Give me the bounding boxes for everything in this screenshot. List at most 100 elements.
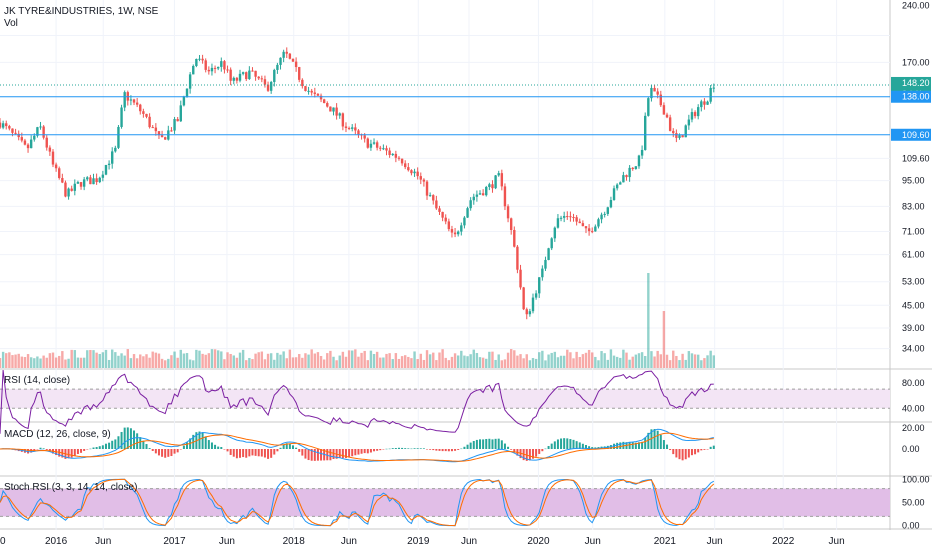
candle-body <box>587 228 591 232</box>
volume-bar <box>662 311 666 368</box>
volume-bar <box>438 352 441 368</box>
candle-body <box>525 309 528 315</box>
macd-histogram-bar <box>544 448 547 450</box>
volume-bar <box>531 357 535 368</box>
volume-bar <box>650 351 653 368</box>
volume-bar <box>204 354 207 368</box>
macd-histogram-bar <box>298 449 301 452</box>
candle-body <box>82 179 86 187</box>
candle-body <box>485 186 488 196</box>
price-axis[interactable]: 240.00 170.00 109.60 95.00 83.00 71.00 61.00 53… <box>891 0 931 531</box>
x-tick-label: 2016 <box>45 536 68 547</box>
candle-body <box>157 131 161 136</box>
volume-bar <box>182 353 186 368</box>
candle-body <box>341 113 345 127</box>
candle-body <box>160 135 164 138</box>
candle-body <box>282 51 285 58</box>
candle-body <box>693 112 697 117</box>
macd-histogram-bar <box>167 449 170 457</box>
candle-body <box>226 69 229 71</box>
time-axis[interactable]: 0 2016 Jun 2017 Jun 2018 Jun 2019 Jun 2020 Jun 2021… <box>0 536 845 547</box>
macd-pane[interactable] <box>0 427 715 463</box>
price-pane[interactable] <box>0 47 890 320</box>
volume-bar <box>170 355 173 368</box>
stoch-tick-label: 0.00 <box>902 521 920 531</box>
candle-body <box>235 77 239 81</box>
volume-bar <box>129 358 133 368</box>
candle-body <box>132 99 136 103</box>
candle-body <box>36 127 39 136</box>
volume-bar <box>79 357 83 368</box>
volume-bar <box>70 349 73 368</box>
stoch-rsi-pane[interactable] <box>0 478 890 527</box>
volume-bar <box>157 353 161 368</box>
macd-histogram-bar <box>273 449 276 455</box>
y-tick-label: 170.00 <box>902 57 930 67</box>
volume-bar <box>344 356 348 368</box>
candle-body <box>550 238 553 249</box>
volume-bar <box>634 354 638 368</box>
volume-bar <box>407 356 410 368</box>
volume-bar <box>351 350 354 368</box>
candle-body <box>344 126 348 128</box>
volume-bar <box>637 353 641 368</box>
volume-bar <box>653 356 656 368</box>
volume-bar <box>316 352 320 368</box>
candle-body <box>123 92 126 108</box>
candle-body <box>706 101 709 105</box>
volume-bar <box>603 353 606 368</box>
macd-histogram-bar <box>164 449 167 458</box>
macd-histogram-bar <box>438 449 441 451</box>
volume-bar <box>26 354 30 368</box>
volume-bar <box>201 353 204 368</box>
volume-bar <box>472 349 475 368</box>
macd-histogram-bar <box>260 449 263 457</box>
volume-bar <box>700 360 703 368</box>
volume-bar <box>89 349 92 368</box>
macd-histogram-bar <box>497 438 500 449</box>
volume-bar <box>413 351 416 368</box>
rsi-pane[interactable] <box>0 369 890 434</box>
candle-body <box>326 103 329 107</box>
candle-body <box>428 195 432 197</box>
volume-bar <box>101 352 105 368</box>
volume-bar <box>566 349 569 368</box>
macd-histogram-bar <box>295 447 298 449</box>
macd-histogram-bar <box>279 447 282 449</box>
macd-histogram-bar <box>441 449 444 452</box>
macd-histogram-bar <box>341 449 344 459</box>
volume-bar <box>416 359 419 368</box>
macd-histogram-bar <box>432 449 435 451</box>
macd-histogram-bar <box>466 444 469 449</box>
volume-bar <box>644 356 647 368</box>
volume-bar <box>273 359 276 368</box>
volume-bar <box>145 354 148 368</box>
candle-body <box>8 126 11 129</box>
macd-histogram-bar <box>388 448 391 450</box>
macd-histogram-bar <box>594 447 597 449</box>
candle-body <box>313 92 317 94</box>
candle-body <box>354 127 357 131</box>
macd-histogram-bar <box>182 445 185 449</box>
macd-histogram-bar <box>706 449 709 450</box>
macd-histogram-bar <box>89 448 92 450</box>
candle-body <box>425 181 429 196</box>
volume-bar <box>132 354 136 368</box>
candle-body <box>335 107 338 116</box>
volume-bar <box>463 355 466 368</box>
candle-body <box>388 150 391 155</box>
candle-body <box>712 87 715 89</box>
candle-body <box>581 223 585 227</box>
macd-histogram-bar <box>248 449 251 457</box>
volume-bar <box>360 352 363 368</box>
macd-histogram-bar <box>460 448 463 450</box>
candle-body <box>76 182 80 184</box>
macd-histogram-bar <box>419 448 422 449</box>
candle-body <box>634 166 638 169</box>
candle-body <box>154 127 158 132</box>
volume-bar <box>64 359 67 368</box>
volume-bar <box>547 354 550 368</box>
x-tick-label: 0 <box>0 536 6 547</box>
volume-bar <box>425 350 429 368</box>
